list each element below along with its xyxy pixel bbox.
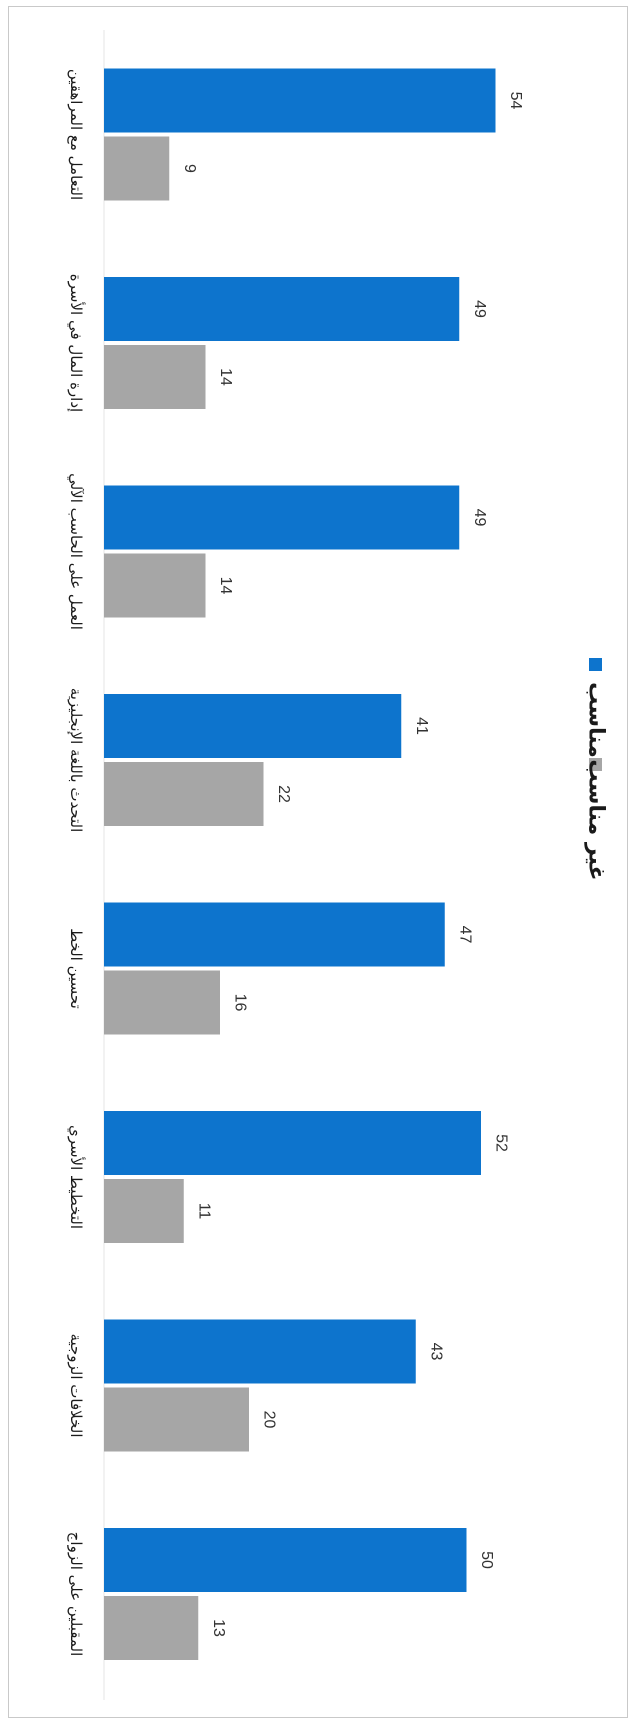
category-label-1: الخلافات الزوجية xyxy=(67,1333,85,1437)
legend-suitable-text: مناسب xyxy=(584,682,609,758)
legend-unsuitable-text: غير مناسب xyxy=(584,759,609,880)
data-label-suitable-5: 49 xyxy=(471,509,488,527)
bar-unsuitable-4 xyxy=(104,762,264,826)
category-label-0: المقبلين على الزواج xyxy=(66,1532,85,1657)
data-label-suitable-4: 41 xyxy=(413,717,430,735)
bar-unsuitable-6 xyxy=(104,345,206,409)
bar-suitable-2 xyxy=(104,1111,481,1175)
category-label-6: إدارة المال في الأسرة xyxy=(66,274,86,412)
category-label-3: تحسين الخط xyxy=(67,928,85,1009)
category-label-4: التحدث باللغة الإنجليزية xyxy=(67,688,85,833)
data-label-unsuitable-3: 16 xyxy=(232,994,249,1012)
data-label-unsuitable-0: 13 xyxy=(210,1619,227,1637)
data-label-suitable-3: 47 xyxy=(456,926,473,944)
bar-unsuitable-5 xyxy=(104,553,206,618)
data-label-suitable-2: 52 xyxy=(493,1134,510,1152)
bar-suitable-0 xyxy=(104,1528,467,1592)
data-label-unsuitable-7: 9 xyxy=(181,164,198,173)
category-labels: المقبلين على الزواج الخلافات الزوجية التخط… xyxy=(66,69,86,1656)
data-label-unsuitable-6: 14 xyxy=(217,368,234,386)
legend-unsuitable-swatch xyxy=(589,758,602,771)
category-label-5: العمل على الحاسب الآلي xyxy=(66,473,85,630)
bar-suitable-4 xyxy=(104,694,402,758)
bar-unsuitable-7 xyxy=(104,136,170,201)
bar-unsuitable-2 xyxy=(104,1179,184,1243)
bar-unsuitable-0 xyxy=(104,1596,199,1660)
bar-suitable-5 xyxy=(104,485,460,550)
data-label-suitable-1: 43 xyxy=(427,1343,444,1361)
data-label-unsuitable-5: 14 xyxy=(217,577,234,595)
bar-suitable-7 xyxy=(104,68,496,133)
category-label-7: التعامل مع المراهقين xyxy=(67,69,85,200)
data-label-suitable-6: 49 xyxy=(471,300,488,318)
category-label-2: التخطيط الأسري xyxy=(66,1125,86,1229)
bar-suitable-6 xyxy=(104,277,460,341)
bar-suitable-1 xyxy=(104,1319,416,1384)
data-label-unsuitable-4: 22 xyxy=(275,785,292,803)
bar-unsuitable-3 xyxy=(104,970,220,1035)
legend-suitable-swatch xyxy=(589,658,602,671)
data-label-unsuitable-2: 11 xyxy=(195,1203,212,1220)
data-label-unsuitable-1: 20 xyxy=(261,1411,278,1429)
plot-area: 50 13 43 20 52 11 47 16 41 22 49 14 49 14 54 9 xyxy=(103,30,524,1700)
bar-unsuitable-1 xyxy=(104,1387,249,1452)
data-label-suitable-7: 54 xyxy=(507,92,524,110)
data-label-suitable-0: 50 xyxy=(478,1551,495,1569)
bar-suitable-3 xyxy=(104,902,445,967)
